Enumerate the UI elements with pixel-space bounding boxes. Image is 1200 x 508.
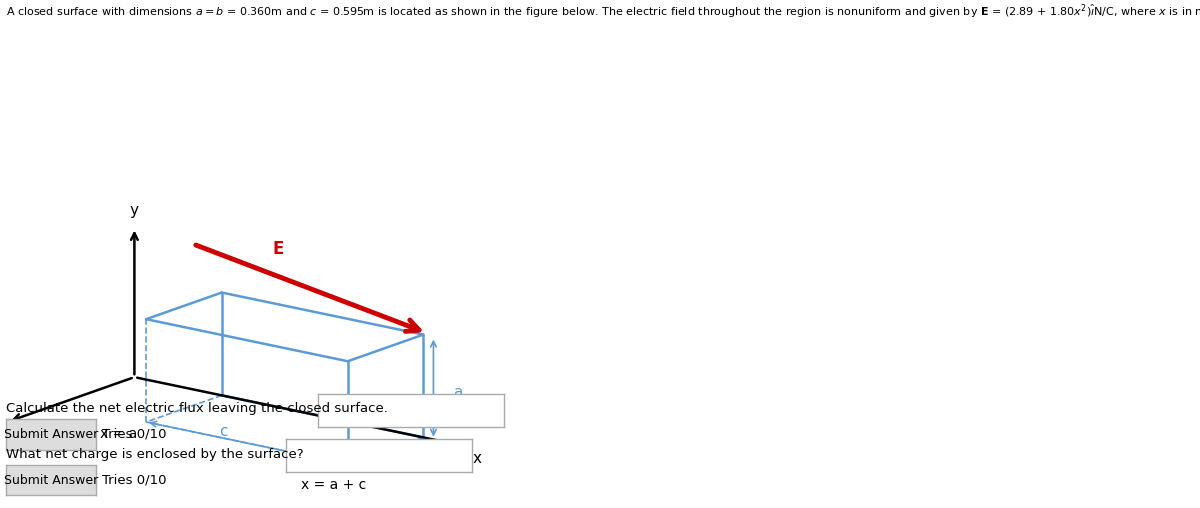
Text: y: y [130, 203, 139, 218]
Text: Submit Answer: Submit Answer [4, 428, 98, 441]
Text: E: E [272, 240, 283, 259]
Text: a: a [454, 385, 463, 400]
Text: b: b [409, 458, 419, 472]
Text: x = a: x = a [100, 427, 137, 441]
Text: Tries 0/10: Tries 0/10 [102, 428, 167, 441]
Text: x: x [473, 451, 481, 466]
Text: c: c [220, 424, 228, 439]
Text: x = a + c: x = a + c [301, 479, 366, 492]
Text: Calculate the net electric flux leaving the closed surface.: Calculate the net electric flux leaving … [6, 402, 388, 416]
Text: A closed surface with dimensions $a = b$ = 0.360m and $c$ = 0.595m is located as: A closed surface with dimensions $a = b$… [6, 3, 1200, 20]
Text: What net charge is enclosed by the surface?: What net charge is enclosed by the surfa… [6, 448, 304, 461]
Text: Submit Answer: Submit Answer [4, 473, 98, 487]
Text: Tries 0/10: Tries 0/10 [102, 473, 167, 487]
